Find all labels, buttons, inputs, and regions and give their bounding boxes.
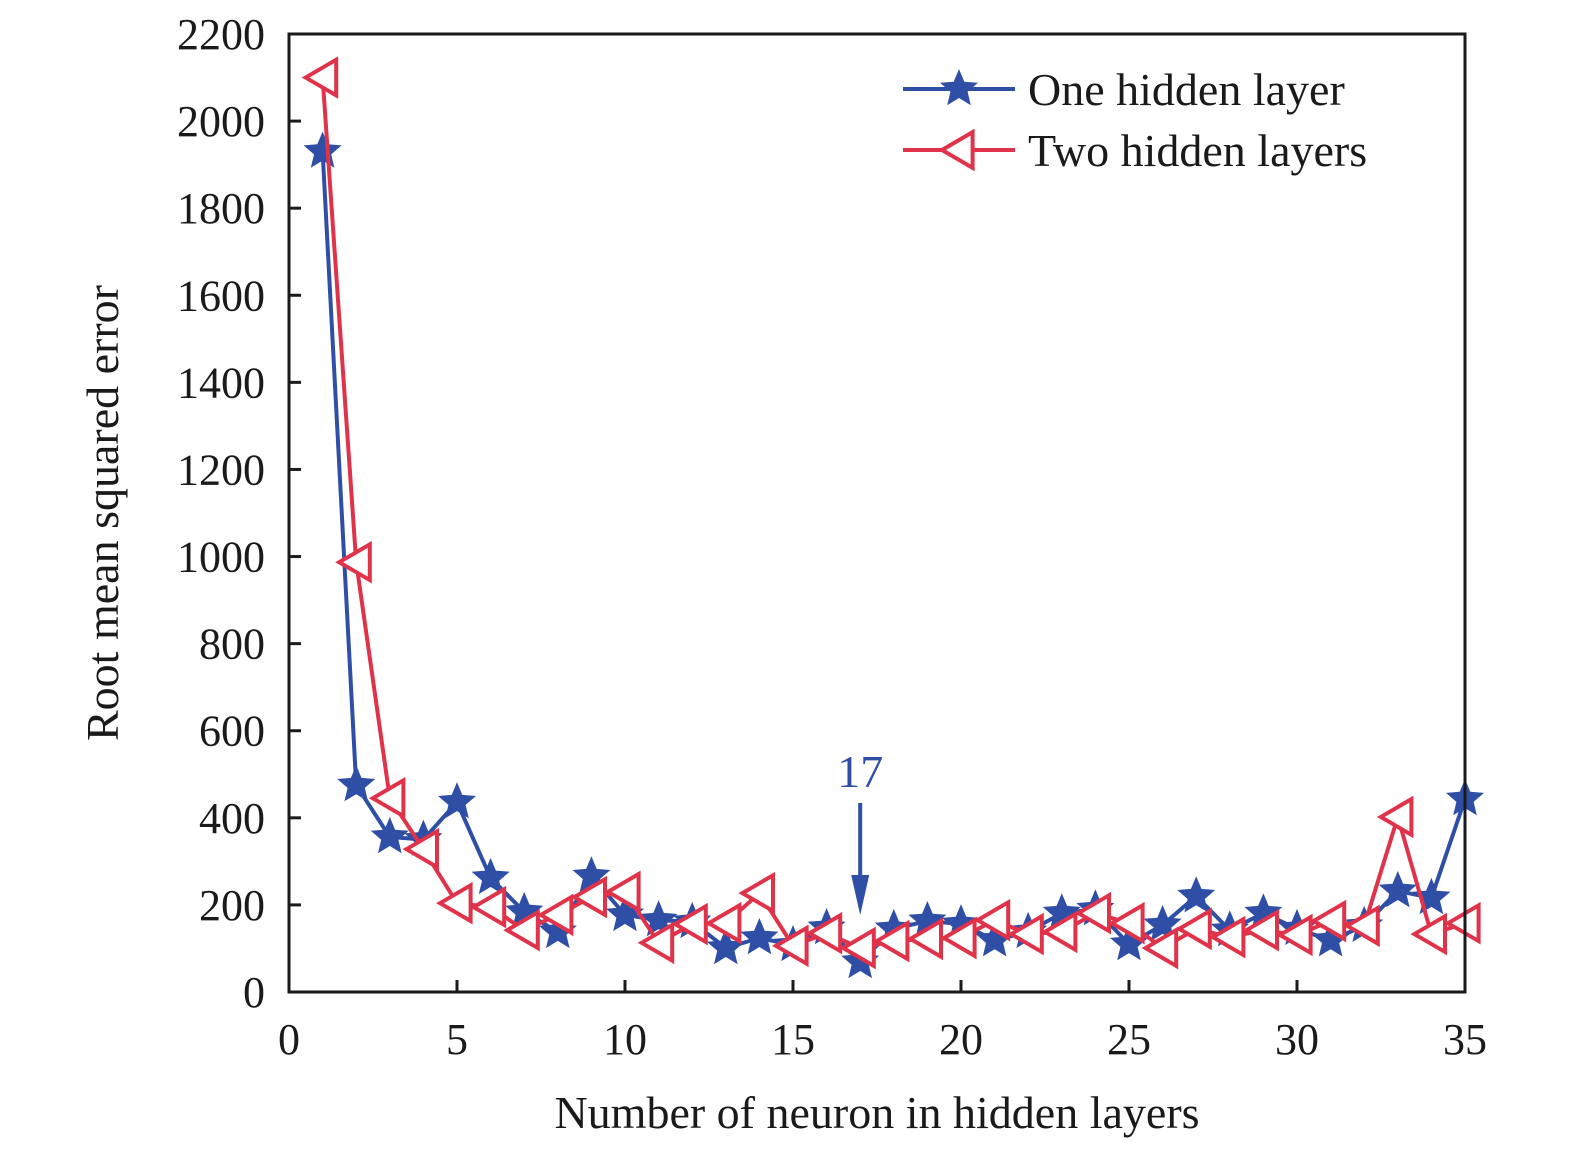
- data-point-triangle: [805, 911, 843, 955]
- data-point-star: [370, 817, 409, 854]
- legend-triangle-marker: [938, 128, 975, 172]
- data-point-triangle: [503, 908, 540, 952]
- data-point-triangle: [1309, 899, 1347, 943]
- data-point-triangle: [1141, 926, 1179, 970]
- y-axis-label: Root mean squared error: [77, 285, 128, 741]
- y-tick-label: 800: [199, 620, 265, 669]
- data-point-triangle: [1074, 891, 1111, 935]
- data-point-star: [1311, 920, 1350, 957]
- data-point-star: [471, 857, 510, 895]
- data-point-triangle: [1007, 912, 1044, 956]
- x-tick-label: 30: [1275, 1015, 1319, 1064]
- y-tick-label: 2200: [177, 10, 265, 59]
- series-line: [320, 77, 1466, 951]
- series-one-hidden-layer: [303, 131, 1484, 979]
- series-two-hidden-layers: [301, 56, 1481, 970]
- data-point-triangle: [704, 901, 742, 945]
- legend-star-marker: [940, 69, 978, 106]
- data-point-triangle: [402, 827, 439, 871]
- y-tick-label: 1800: [177, 184, 265, 233]
- y-tick-label: 400: [199, 794, 265, 843]
- data-point-star: [740, 918, 779, 955]
- annotation-label: 17: [837, 746, 883, 797]
- y-tick-label: 1200: [177, 445, 265, 494]
- data-point-triangle: [1410, 912, 1447, 956]
- data-point-triangle: [570, 875, 607, 919]
- data-point-star: [303, 131, 342, 168]
- x-tick-label: 35: [1443, 1015, 1487, 1064]
- x-tick-label: 20: [939, 1015, 983, 1064]
- plot-frame: [287, 32, 1467, 994]
- x-tick-label: 5: [446, 1015, 468, 1064]
- data-point-triangle: [335, 540, 372, 584]
- data-point-triangle: [1242, 908, 1279, 952]
- data-point-triangle: [906, 917, 943, 961]
- legend-item-one-hidden-layer: One hidden layer: [903, 64, 1345, 115]
- annotation-17: 17: [837, 746, 883, 915]
- data-point-triangle: [604, 870, 641, 914]
- y-tick-label: 1000: [177, 533, 265, 582]
- data-point-triangle: [368, 776, 406, 820]
- legend-label: One hidden layer: [1028, 64, 1345, 115]
- data-point-triangle: [839, 926, 876, 970]
- data-point-triangle: [436, 881, 473, 925]
- data-point-triangle: [1376, 795, 1414, 839]
- data-point-triangle: [637, 921, 675, 965]
- y-tick-label: 1600: [177, 271, 265, 320]
- data-point-triangle: [1276, 913, 1313, 957]
- legend-item-two-hidden-layers: Two hidden layers: [903, 125, 1367, 176]
- data-point-star: [1177, 876, 1216, 913]
- x-tick-label: 15: [771, 1015, 815, 1064]
- data-point-star: [1378, 871, 1417, 908]
- x-tick-label: 25: [1107, 1015, 1151, 1064]
- annotation-arrow-head: [851, 875, 870, 915]
- data-point-triangle: [671, 902, 708, 946]
- data-point-triangle: [940, 916, 977, 960]
- y-tick-label: 600: [199, 707, 265, 756]
- legend-label: Two hidden layers: [1028, 125, 1367, 176]
- y-tick-label: 1400: [177, 358, 265, 407]
- data-point-star: [538, 911, 577, 949]
- data-point-star: [1110, 924, 1148, 961]
- data-point-triangle: [301, 56, 339, 99]
- y-tick-label: 0: [243, 968, 265, 1017]
- data-point-triangle: [1040, 910, 1078, 954]
- data-point-triangle: [872, 919, 910, 963]
- legend: One hidden layer Two hidden layers: [903, 64, 1367, 176]
- x-axis-label: Number of neuron in hidden layers: [554, 1087, 1199, 1138]
- data-point-triangle: [1208, 915, 1246, 959]
- data-point-triangle: [772, 924, 809, 968]
- data-point-star: [438, 782, 476, 819]
- data-point-star: [706, 928, 745, 965]
- data-point-triangle: [973, 898, 1011, 942]
- data-point-triangle: [469, 885, 507, 929]
- data-point-star: [606, 894, 644, 932]
- data-point-triangle: [1444, 901, 1481, 945]
- series-line: [320, 151, 1467, 965]
- data-point-triangle: [738, 871, 775, 915]
- data-point-triangle: [536, 893, 574, 937]
- y-tick-label: 200: [199, 881, 265, 930]
- y-tick-label: 2000: [177, 97, 265, 146]
- data-point-star: [337, 765, 376, 802]
- x-tick-label: 10: [603, 1015, 647, 1064]
- data-point-triangle: [1108, 901, 1145, 945]
- data-point-triangle: [1343, 904, 1380, 948]
- data-point-star: [975, 920, 1014, 957]
- data-point-triangle: [1175, 907, 1212, 951]
- x-tick-label: 0: [278, 1015, 300, 1064]
